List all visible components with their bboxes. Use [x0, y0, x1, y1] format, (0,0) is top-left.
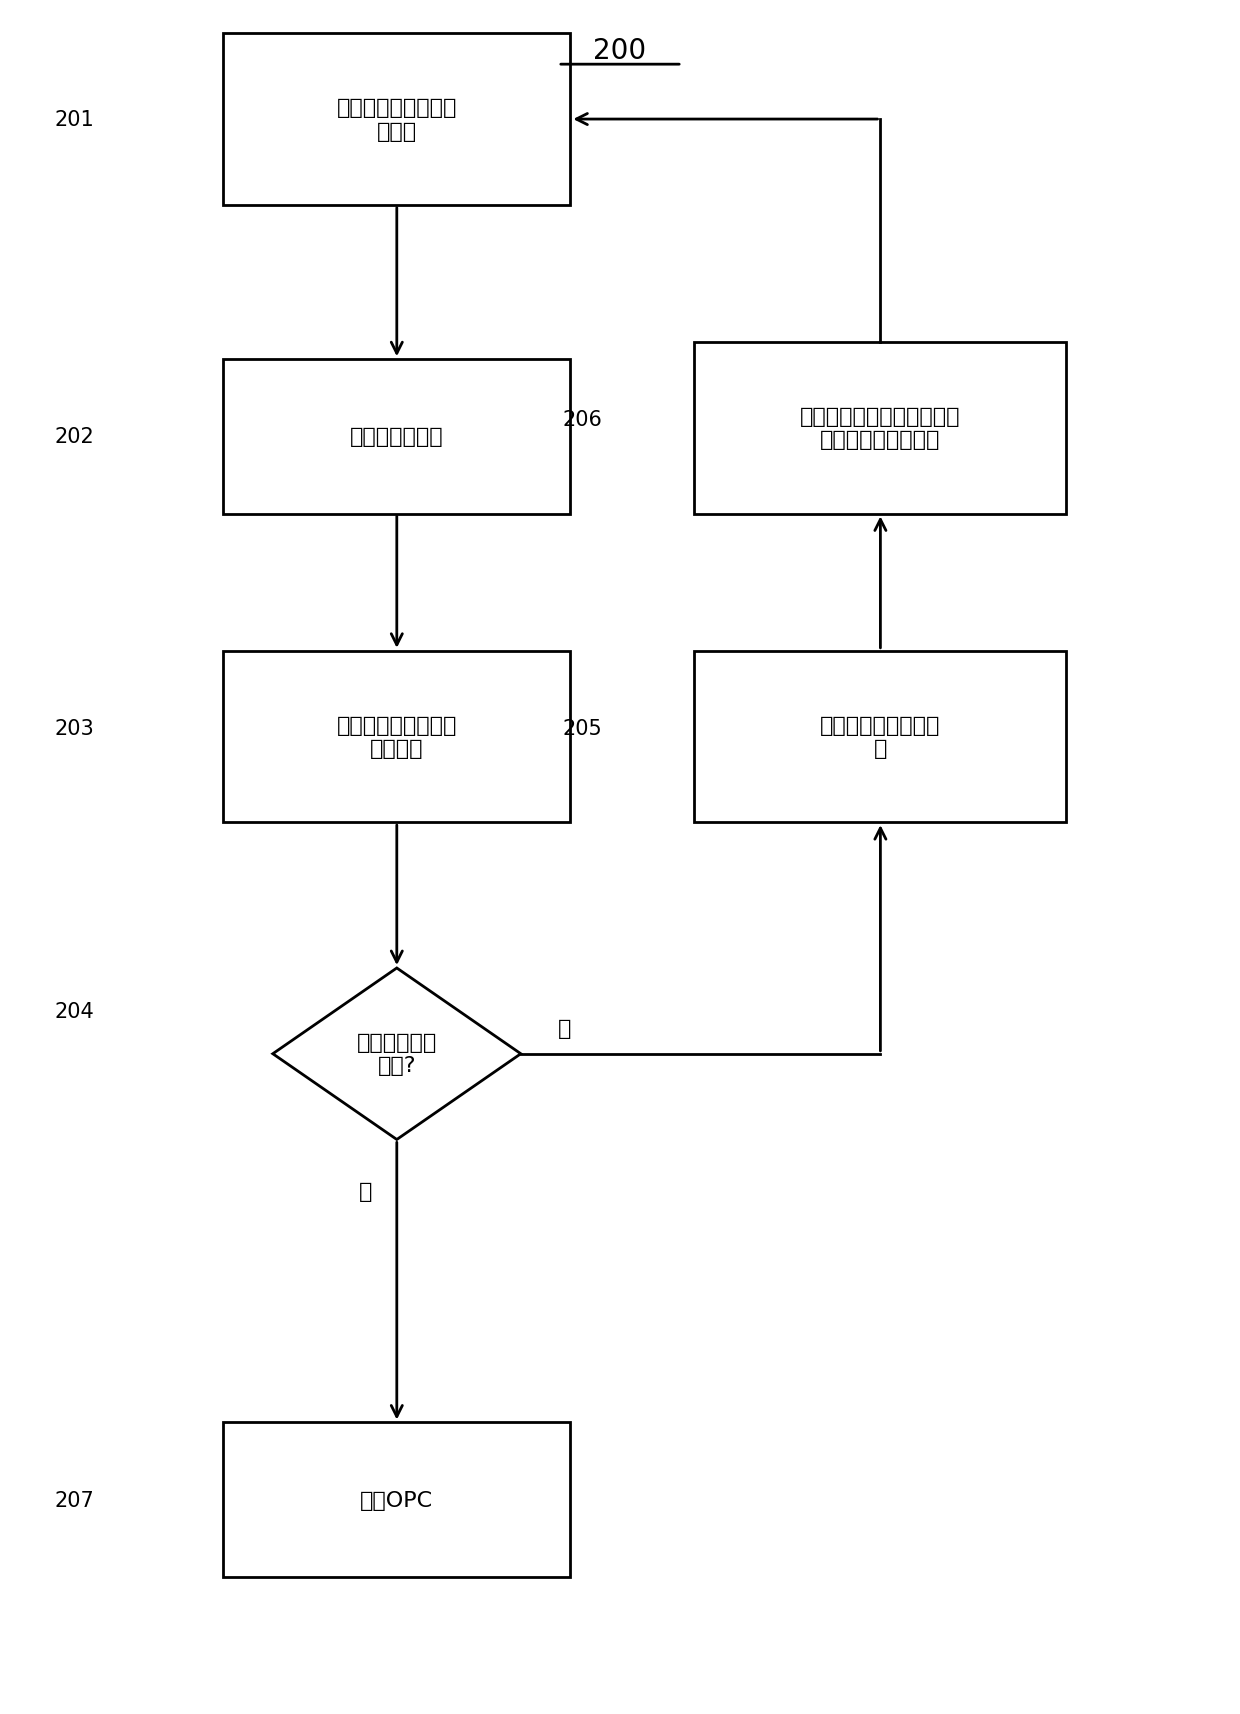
FancyBboxPatch shape [694, 651, 1066, 823]
Text: 202: 202 [55, 427, 94, 447]
FancyBboxPatch shape [223, 360, 570, 514]
Text: 204: 204 [55, 1001, 94, 1022]
Text: 是: 是 [360, 1181, 372, 1202]
FancyBboxPatch shape [694, 343, 1066, 514]
Text: 达到轮廓目标
范围?: 达到轮廓目标 范围? [357, 1032, 436, 1076]
Text: 207: 207 [55, 1489, 94, 1510]
Text: 解析触点的轮廓: 解析触点的轮廓 [350, 427, 444, 447]
Text: 完成OPC: 完成OPC [361, 1489, 433, 1510]
FancyBboxPatch shape [223, 651, 570, 823]
Polygon shape [273, 968, 521, 1140]
Text: 200: 200 [594, 38, 646, 65]
FancyBboxPatch shape [223, 1423, 570, 1577]
Text: 对掩模板图形进行光
学模拟: 对掩模板图形进行光 学模拟 [336, 98, 458, 142]
Text: 检查每一侧边的优先
级: 检查每一侧边的优先 级 [820, 715, 941, 759]
Text: 205: 205 [563, 718, 603, 739]
Text: 计算出该轮廓的边缘
定位误差: 计算出该轮廓的边缘 定位误差 [336, 715, 458, 759]
Text: 否: 否 [558, 1018, 570, 1039]
FancyBboxPatch shape [223, 34, 570, 206]
Text: 201: 201 [55, 110, 94, 130]
Text: 206: 206 [563, 410, 603, 430]
Text: 203: 203 [55, 718, 94, 739]
Text: 依照所述优先级的次序，对
掩模板图形进行修正: 依照所述优先级的次序，对 掩模板图形进行修正 [800, 406, 961, 451]
